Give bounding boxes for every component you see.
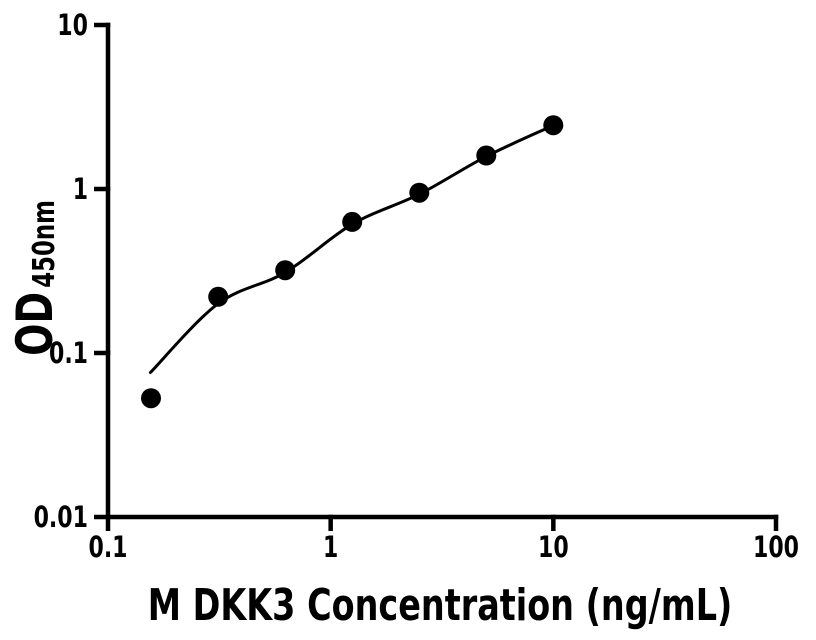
x-tick-label: 100 [753,530,799,564]
x-axis-label: M DKK3 Concentration (ng/mL) [148,580,733,631]
data-point [476,145,497,166]
y-axis-label-main: OD [6,292,64,356]
y-axis-label: OD 450nm [6,200,64,356]
data-point [208,286,229,307]
data-points [141,115,564,409]
axis-ticks [94,22,779,531]
data-point [275,260,296,281]
data-point [141,388,161,409]
data-point [543,115,564,136]
y-tick-label: 1 [73,172,88,206]
data-point [342,211,363,232]
x-tick-label: 0.1 [89,530,128,564]
x-tick-label: 1 [323,530,338,564]
y-tick-label: 0.01 [34,500,88,534]
y-axis-label-subscript: 450nm [27,200,62,288]
axes [105,22,779,520]
data-point [409,182,430,203]
x-tick-label: 10 [538,530,569,564]
y-tick-label: 0.1 [49,336,88,370]
y-tick-label: 10 [57,8,88,42]
